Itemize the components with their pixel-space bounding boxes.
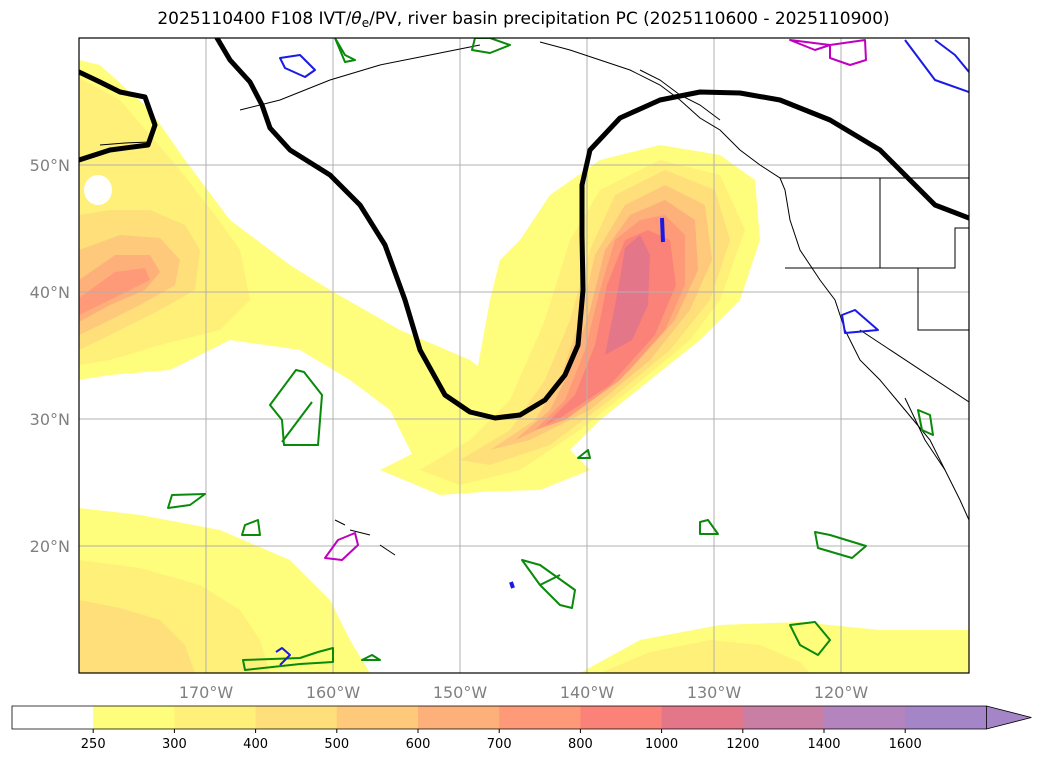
colorbar-segment <box>336 706 419 729</box>
colorbar-label: 800 <box>568 737 593 752</box>
lat-label: 30°N <box>30 410 70 429</box>
colorbar-labels: 250 300 400 500 600 700 800 1000 1200 1400 1600 <box>81 737 922 752</box>
colorbar-label: 600 <box>406 737 431 752</box>
colorbar-label: 1400 <box>807 737 840 752</box>
map-frame <box>78 37 970 674</box>
colorbar-segment <box>499 706 581 729</box>
lon-label: 170°W <box>179 683 234 702</box>
lat-label: 40°N <box>30 283 70 302</box>
graticule <box>79 38 969 673</box>
lat-label: 50°N <box>30 156 70 175</box>
colorbar-segment <box>661 706 744 729</box>
colorbar-segment <box>255 706 338 729</box>
colorbar-label: 700 <box>487 737 512 752</box>
colorbar-segment <box>905 706 987 729</box>
colorbar-label: 300 <box>162 737 187 752</box>
coastlines <box>99 41 969 556</box>
lon-label: 120°W <box>814 683 869 702</box>
colorbar-label: 1000 <box>645 737 678 752</box>
colorbar-label: 500 <box>324 737 349 752</box>
colorbar-segment <box>93 706 175 729</box>
colorbar-segment <box>580 706 663 729</box>
colorbar-extend-max <box>986 705 1032 730</box>
colorbar-segment <box>12 706 94 729</box>
colorbar-label: 250 <box>81 737 106 752</box>
lat-label: 20°N <box>30 537 70 556</box>
lon-label: 130°W <box>687 683 742 702</box>
colorbar-segment <box>174 706 257 729</box>
ivt-south-band <box>79 508 969 673</box>
colorbar-label: 400 <box>243 737 268 752</box>
lon-label: 140°W <box>560 683 615 702</box>
pv-contour <box>79 38 969 421</box>
colorbar-segment <box>824 706 906 729</box>
basin-outlines <box>167 38 969 671</box>
colorbar-segment <box>742 706 825 729</box>
lon-label: 150°W <box>433 683 488 702</box>
colorbar-segment <box>418 706 500 729</box>
lat-labels: 50°N 40°N 30°N 20°N <box>30 156 70 556</box>
lon-labels: 170°W 160°W 150°W 140°W 130°W 120°W <box>179 683 869 702</box>
lon-label: 160°W <box>306 683 361 702</box>
figure-title: 2025110400 F108 IVT/θe/PV, river basin p… <box>157 9 890 30</box>
colorbar-label: 1200 <box>726 737 759 752</box>
colorbar-label: 1600 <box>889 737 922 752</box>
colorbar <box>11 705 1032 733</box>
